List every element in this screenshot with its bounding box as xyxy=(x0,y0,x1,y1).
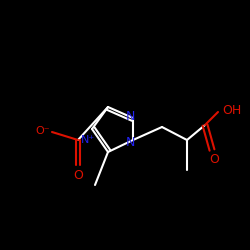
Text: N⁺: N⁺ xyxy=(81,135,95,145)
Text: O: O xyxy=(73,169,83,182)
Text: N: N xyxy=(125,110,135,122)
Text: OH: OH xyxy=(222,104,241,118)
Text: O: O xyxy=(209,153,219,166)
Text: N: N xyxy=(125,136,135,148)
Text: O⁻: O⁻ xyxy=(36,126,50,136)
